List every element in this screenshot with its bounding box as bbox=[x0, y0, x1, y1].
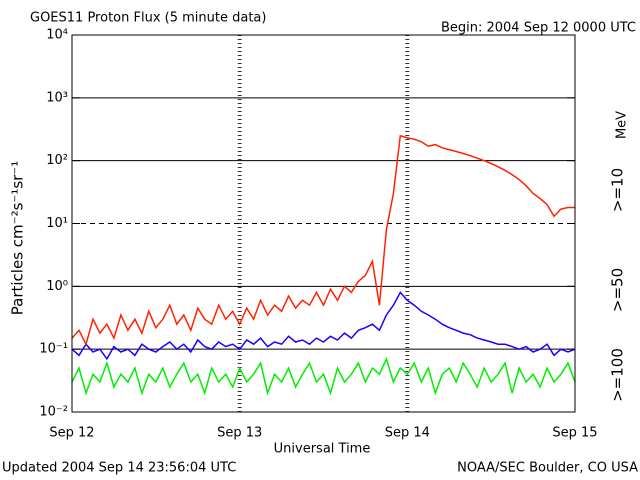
y-tick-label: 10⁰ bbox=[46, 279, 68, 294]
series-line bbox=[71, 291, 576, 361]
x-tick-label: Sep 15 bbox=[552, 426, 597, 441]
chart-subtitle: Begin: 2004 Sep 12 0000 UTC bbox=[441, 21, 636, 36]
x-tick-label: Sep 13 bbox=[217, 426, 262, 441]
series-line bbox=[71, 134, 575, 347]
y-tick-label: 10⁻² bbox=[39, 405, 68, 420]
unit-label: MeV bbox=[615, 111, 630, 139]
y-axis-label: Particles cm⁻²s⁻¹sr⁻¹ bbox=[9, 161, 27, 315]
footer-right: NOAA/SEC Boulder, CO USA bbox=[457, 461, 638, 476]
legend-label: >=50 bbox=[609, 268, 627, 312]
y-tick-label: 10³ bbox=[46, 90, 68, 105]
legend-label: >=100 bbox=[609, 348, 627, 402]
plot-frame bbox=[71, 34, 576, 413]
series-line bbox=[71, 356, 576, 396]
y-tick-label: 10⁴ bbox=[46, 28, 68, 43]
y-tick-label: 10⁻¹ bbox=[39, 342, 68, 357]
y-tick-label: 10² bbox=[46, 153, 68, 168]
x-tick-label: Sep 12 bbox=[49, 426, 94, 441]
x-axis-label: Universal Time bbox=[274, 442, 371, 457]
legend-label: >=10 bbox=[609, 168, 627, 212]
footer-left: Updated 2004 Sep 14 23:56:04 UTC bbox=[2, 461, 236, 476]
chart-title: GOES11 Proton Flux (5 minute data) bbox=[30, 11, 266, 26]
x-tick-label: Sep 14 bbox=[385, 426, 430, 441]
y-tick-label: 10¹ bbox=[46, 216, 68, 231]
